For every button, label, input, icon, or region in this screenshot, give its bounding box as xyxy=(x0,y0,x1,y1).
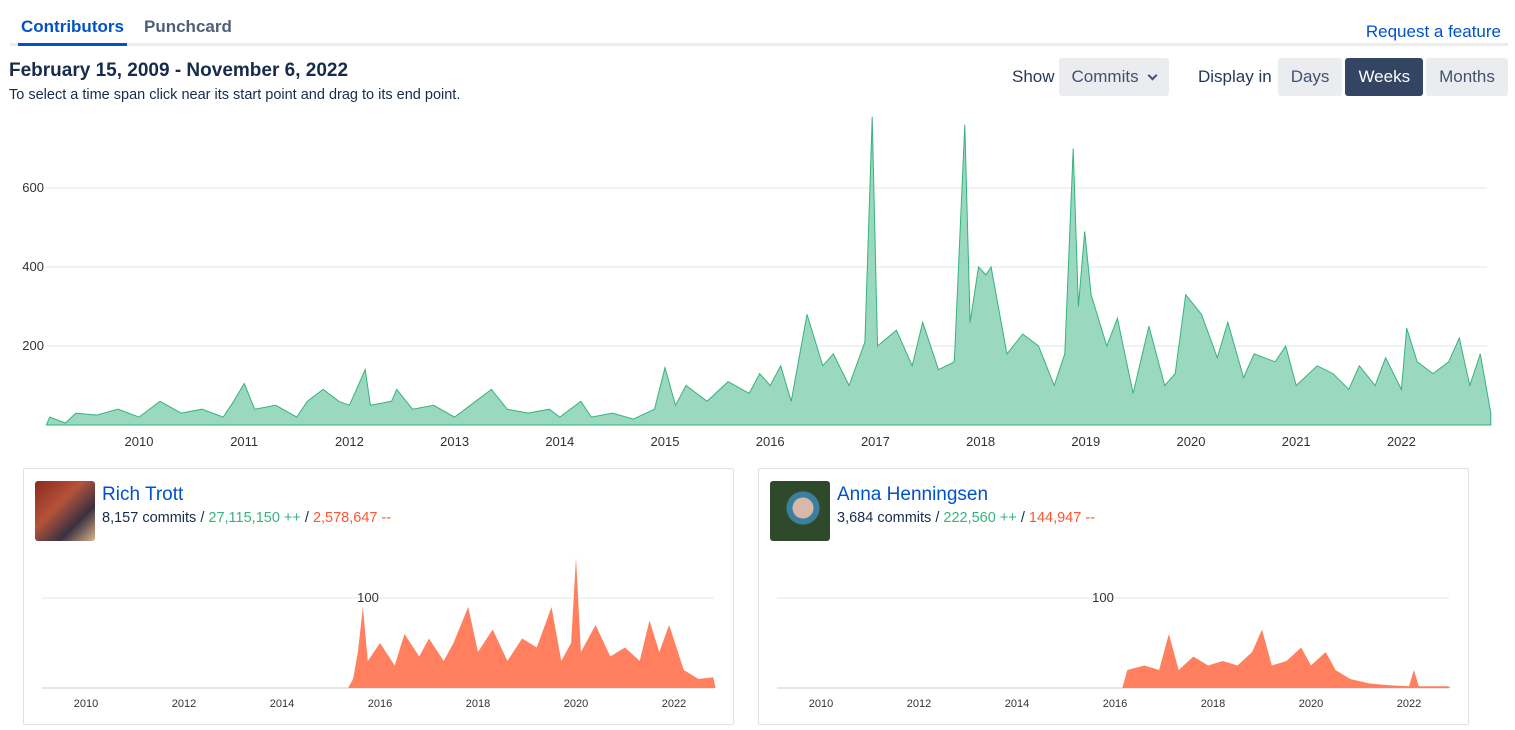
display-months-button[interactable]: Months xyxy=(1426,58,1508,96)
display-control: Display in Days Weeks Months xyxy=(1198,58,1508,96)
x-tick-label: 2014 xyxy=(545,434,574,449)
display-label: Display in xyxy=(1198,67,1272,86)
x-tick-label: 2019 xyxy=(1071,434,1100,449)
show-dropdown[interactable]: Commits xyxy=(1058,58,1169,96)
contributor-card: Anna Henningsen 3,684 commits / 222,560 … xyxy=(758,468,1469,725)
series-area xyxy=(348,557,716,688)
x-tick-label: 2010 xyxy=(125,434,154,449)
separator: / xyxy=(200,510,205,526)
separator: / xyxy=(304,510,309,526)
contributor-card: Rich Trott 8,157 commits / 27,115,150 ++… xyxy=(23,468,734,725)
avatar xyxy=(35,481,95,541)
tab-punchcard[interactable]: Punchcard xyxy=(144,17,232,36)
x-tick-label: 2022 xyxy=(662,698,686,710)
x-tick-label: 2020 xyxy=(564,698,588,710)
contributor-name-link[interactable]: Rich Trott xyxy=(102,484,184,505)
series-area xyxy=(45,116,1492,426)
selection-hint: To select a time span click near its sta… xyxy=(9,87,461,103)
show-value: Commits xyxy=(1071,67,1139,86)
display-days-button[interactable]: Days xyxy=(1277,58,1343,96)
contributor-name-link[interactable]: Anna Henningsen xyxy=(837,484,989,505)
separator: / xyxy=(935,510,940,526)
x-tick-label: 2018 xyxy=(466,698,490,710)
x-tick-label: 2010 xyxy=(74,698,98,710)
x-tick-label: 2012 xyxy=(907,698,931,710)
avatar xyxy=(770,481,830,541)
y-tick-label: 600 xyxy=(22,180,44,195)
tab-contributors[interactable]: Contributors xyxy=(18,17,127,46)
commit-count: 8,157 commits xyxy=(102,510,197,526)
show-label: Show xyxy=(1012,67,1055,86)
deletions-count: 144,947 -- xyxy=(1028,510,1095,526)
contributor-stats: 8,157 commits / 27,115,150 ++ / 2,578,64… xyxy=(102,510,391,526)
x-tick-label: 2014 xyxy=(1005,698,1029,710)
x-tick-label: 2010 xyxy=(809,698,833,710)
x-tick-label: 2012 xyxy=(172,698,196,710)
x-tick-label: 2016 xyxy=(368,698,392,710)
tab-bar: Contributors Punchcard Request a feature xyxy=(10,0,1508,46)
x-tick-label: 2017 xyxy=(861,434,890,449)
x-tick-label: 2022 xyxy=(1387,434,1416,449)
x-tick-label: 2014 xyxy=(270,698,294,710)
additions-count: 222,560 ++ xyxy=(943,510,1017,526)
x-tick-label: 2016 xyxy=(756,434,785,449)
x-tick-label: 2020 xyxy=(1177,434,1206,449)
commit-count: 3,684 commits xyxy=(837,510,932,526)
contributor-chart: 100 2010 2012 2014 2016 2018 2020 2022 xyxy=(42,557,716,710)
x-tick-label: 2012 xyxy=(335,434,364,449)
x-tick-label: 2015 xyxy=(651,434,680,449)
x-tick-label: 2011 xyxy=(230,434,258,449)
show-control: Show Commits xyxy=(1012,58,1169,96)
separator: / xyxy=(1020,510,1025,526)
x-tick-label: 2018 xyxy=(966,434,995,449)
display-weeks-button[interactable]: Weeks xyxy=(1345,58,1424,96)
y-tick-label: 400 xyxy=(22,259,44,274)
date-range-title: February 15, 2009 - November 6, 2022 xyxy=(9,60,349,81)
x-tick-label: 2018 xyxy=(1201,698,1225,710)
commits-chart[interactable]: 200 400 600 2010 2011 2012 2013 2014 2015 2016 201… xyxy=(0,105,1515,455)
deletions-count: 2,578,647 -- xyxy=(312,510,392,526)
x-tick-label: 2020 xyxy=(1299,698,1323,710)
series-area xyxy=(1122,629,1451,688)
y-tick-label: 100 xyxy=(357,590,379,605)
contributor-stats: 3,684 commits / 222,560 ++ / 144,947 -- xyxy=(837,510,1095,526)
chevron-down-icon xyxy=(1147,70,1158,80)
contributor-chart: 100 2010 2012 2014 2016 2018 2020 2022 xyxy=(777,590,1451,710)
y-tick-label: 100 xyxy=(1092,590,1114,605)
x-tick-label: 2021 xyxy=(1282,434,1311,449)
x-tick-label: 2022 xyxy=(1397,698,1421,710)
request-feature-link[interactable]: Request a feature xyxy=(1365,22,1501,41)
x-tick-label: 2013 xyxy=(440,434,469,449)
additions-count: 27,115,150 ++ xyxy=(208,510,301,526)
y-tick-label: 200 xyxy=(22,338,44,353)
x-tick-label: 2016 xyxy=(1103,698,1127,710)
